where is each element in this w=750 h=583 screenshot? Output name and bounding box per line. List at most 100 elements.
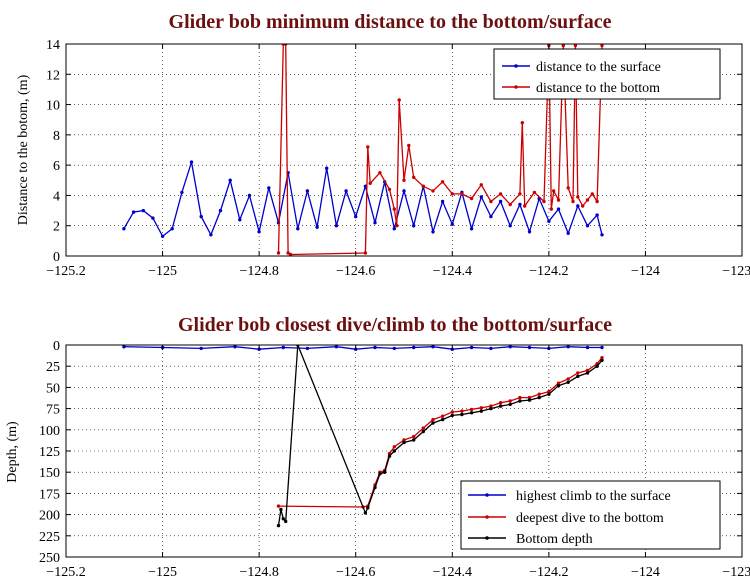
bottom-xtick-label: −124.6 [336,565,375,580]
bottom-point-bottom-depth [566,380,570,384]
bottom-point-bottom-depth [547,392,551,396]
top-point-distance-to-the-surface [267,186,271,190]
bottom-point-highest-climb-to-the-surface [373,345,377,350]
top-point-distance-to-the-surface [412,224,416,228]
top-point-distance-to-the-surface [199,214,203,219]
top-xtick-label: −124.2 [529,264,568,279]
top-point-distance-to-the-surface [498,199,503,204]
top-point-distance-to-the-bottom [571,199,575,204]
top-point-distance-to-the-surface [131,210,136,214]
bottom-point-highest-climb-to-the-surface [122,345,126,349]
top-point-distance-to-the-bottom [581,204,585,208]
bottom-point-bottom-depth [489,406,493,411]
bottom-point-deepest-dive-to-the-bottom [276,504,281,508]
top-point-distance-to-the-surface [431,230,435,234]
top-point-distance-to-the-surface [296,227,300,231]
top-point-distance-to-the-surface [334,224,339,228]
bottom-point-deepest-dive-to-the-bottom [547,389,551,394]
bottom-point-bottom-depth [421,429,425,434]
bottom-point-bottom-depth [366,506,370,510]
top-point-distance-to-the-surface [440,199,445,204]
top-point-distance-to-the-surface [141,208,145,213]
bottom-point-deepest-dive-to-the-bottom [489,404,493,408]
top-point-distance-to-the-bottom [407,143,411,148]
legend-marker-climb [485,493,489,497]
top-point-distance-to-the-surface [218,208,223,213]
bottom-point-deepest-dive-to-the-bottom [600,356,604,360]
top-point-distance-to-the-bottom [479,183,483,187]
bottom-ytick-label: 50 [46,381,60,396]
top-point-distance-to-the-bottom [520,121,524,125]
top-point-distance-to-the-bottom [402,178,406,182]
top-point-distance-to-the-bottom [552,189,556,193]
legend-label-surface: distance to the surface [536,60,661,75]
bottom-point-bottom-depth [363,511,368,515]
bottom-ytick-label: 175 [39,487,60,502]
top-xtick-label: −125 [148,264,177,279]
bottom-point-highest-climb-to-the-surface [489,346,493,351]
bottom-point-highest-climb-to-the-surface [469,345,474,350]
top-point-distance-to-the-bottom [440,180,445,184]
bottom-xtick-label: −124.4 [433,565,472,580]
top-point-distance-to-the-bottom [561,44,565,48]
bottom-point-bottom-depth [595,364,599,368]
bottom-point-bottom-depth [556,384,561,388]
top-point-distance-to-the-bottom [576,195,580,199]
bottom-point-bottom-depth [527,398,532,402]
bottom-point-deepest-dive-to-the-bottom [585,368,590,373]
bottom-point-bottom-depth [284,519,288,524]
top-ytick-label: 0 [53,250,60,265]
top-point-distance-to-the-surface [238,218,242,222]
top-ytick-label: 10 [46,99,60,114]
top-point-distance-to-the-bottom [421,184,425,188]
top-point-distance-to-the-surface [247,193,252,198]
top-point-distance-to-the-bottom [397,98,401,102]
top-ytick-label: 14 [46,38,60,53]
top-point-distance-to-the-bottom [585,198,590,202]
top-point-distance-to-the-surface [508,224,512,228]
top-point-distance-to-the-bottom [395,224,399,228]
bottom-point-bottom-depth [585,371,590,375]
top-point-distance-to-the-bottom [590,192,594,196]
top-point-distance-to-the-bottom [469,196,474,201]
bottom-point-highest-climb-to-the-surface [392,346,396,351]
bottom-point-deepest-dive-to-the-bottom [469,407,474,412]
bottom-series-line-bottom-depth [277,345,603,526]
top-point-distance-to-the-surface [209,233,213,237]
top-point-distance-to-the-surface [585,224,590,228]
top-point-distance-to-the-surface [122,227,126,231]
bottom-point-deepest-dive-to-the-bottom [402,438,406,442]
bottom-xtick-label: −124 [631,565,660,580]
bottom-point-highest-climb-to-the-surface [281,345,285,350]
top-point-distance-to-the-bottom [368,181,372,185]
bottom-point-bottom-depth [600,358,604,362]
bottom-point-bottom-depth [431,421,435,425]
top-point-distance-to-the-bottom [363,251,368,255]
top-point-distance-to-the-bottom [276,251,281,255]
top-chart-title: Glider bob minimum distance to the botto… [169,11,612,33]
top-chart-ticks: −125.2 −125 −124.8 −124.6 −124.4 −124.2 −124 −1… [46,38,750,279]
bottom-point-deepest-dive-to-the-bottom [518,395,522,400]
bottom-xtick-label: −124.8 [239,565,278,580]
top-point-distance-to-the-bottom [450,192,454,196]
top-point-distance-to-the-bottom [595,199,599,204]
top-point-distance-to-the-surface [595,213,599,217]
bottom-point-deepest-dive-to-the-bottom [498,401,503,405]
top-point-distance-to-the-bottom [431,189,435,193]
bottom-point-bottom-depth [387,454,392,458]
top-point-distance-to-the-surface [373,221,377,225]
top-point-distance-to-the-bottom [549,207,553,211]
bottom-point-highest-climb-to-the-surface [600,345,604,350]
bottom-ytick-label: 125 [39,445,60,460]
top-xtick-label: −124.4 [433,264,472,279]
top-ytick-label: 2 [53,220,60,235]
top-point-distance-to-the-bottom [542,199,546,204]
bottom-point-deepest-dive-to-the-bottom [412,434,416,439]
legend-label-climb: highest climb to the surface [516,489,671,504]
bottom-ytick-label: 225 [39,530,60,545]
bottom-point-highest-climb-to-the-surface [199,346,203,351]
top-point-distance-to-the-bottom [288,252,293,256]
bottom-point-bottom-depth [479,409,483,413]
bottom-point-highest-climb-to-the-surface [508,345,512,349]
